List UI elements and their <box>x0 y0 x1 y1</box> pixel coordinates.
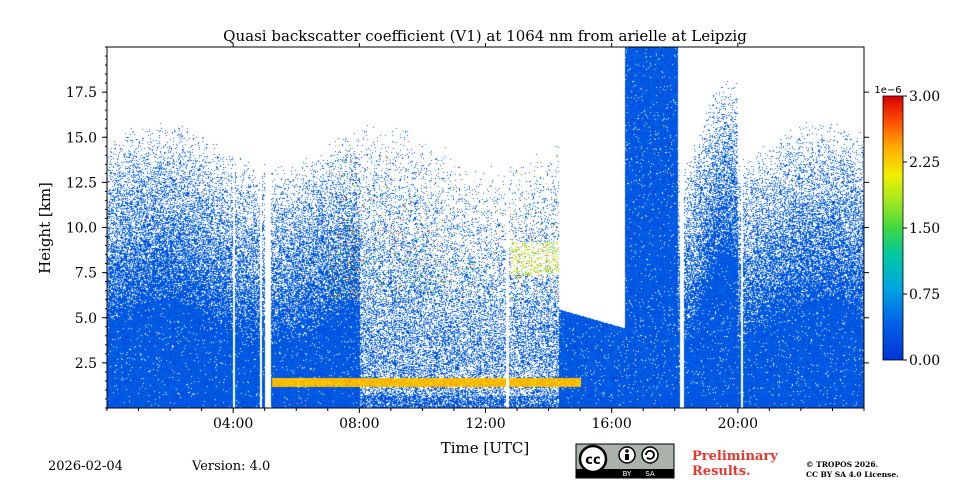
footer-date: 2026-02-04 <box>48 459 123 474</box>
x-tick-label: 04:00 <box>213 416 253 432</box>
colorbar-tick-label: 1.50 <box>909 221 940 237</box>
colorbar-gradient <box>882 95 904 361</box>
sa-share-alike-icon <box>641 446 659 464</box>
copyright-note: © TROPOS 2026. CC BY SA 4.0 License. <box>806 460 899 480</box>
cc-license-badge: cc BY SA <box>575 443 675 479</box>
heatmap-raster <box>107 47 864 408</box>
y-tick-label: 2.5 <box>75 356 97 372</box>
x-axis-label: Time [UTC] <box>441 439 530 457</box>
y-tick-label: 5.0 <box>75 311 97 327</box>
svg-text:cc: cc <box>585 453 600 468</box>
y-tick-label: 7.5 <box>75 266 97 282</box>
cc-logo-icon <box>578 444 608 474</box>
x-tick-label: 08:00 <box>339 416 379 432</box>
y-tick-label: 17.5 <box>66 85 97 101</box>
preliminary-line-1: Preliminary <box>692 449 778 464</box>
copyright-line-2: CC BY SA 4.0 License. <box>806 470 899 479</box>
x-tick-label: 12:00 <box>465 416 505 432</box>
colorbar-tick-label: 3.00 <box>909 89 940 105</box>
x-tick-label: 20:00 <box>718 416 758 432</box>
plot-area <box>107 47 864 408</box>
preliminary-results-note: Preliminary Results. <box>692 449 778 479</box>
y-tick-label: 15.0 <box>66 130 97 146</box>
badge-by-label: BY <box>623 470 632 478</box>
colorbar-tick-label: 2.25 <box>909 155 940 171</box>
y-tick-label: 12.5 <box>66 175 97 191</box>
colorbar-tick-label: 0.00 <box>909 353 940 369</box>
y-axis-label: Height [km] <box>36 182 54 274</box>
badge-sa-label: SA <box>645 470 655 478</box>
colorbar-tick-label: 0.75 <box>909 287 940 303</box>
backscatter-heatmap <box>107 47 864 408</box>
chart-title: Quasi backscatter coefficient (V1) at 10… <box>223 27 747 45</box>
y-tick-label: 10.0 <box>66 221 97 237</box>
colorbar-ticks: 0.00 0.75 1.50 2.25 3.00 <box>903 89 940 369</box>
y-axis: 2.5 5.0 7.5 10.0 12.5 15.0 17.5 <box>66 46 869 409</box>
copyright-line-1: © TROPOS 2026. <box>806 460 879 469</box>
preliminary-line-2: Results. <box>692 464 751 479</box>
x-tick-label: 16:00 <box>591 416 631 432</box>
colorbar-scale-label: 1e−6 <box>874 85 901 96</box>
footer-version: Version: 4.0 <box>191 459 270 474</box>
colorbar: 1e−6 0.00 0.75 1.50 2.25 3.00 <box>874 85 940 369</box>
